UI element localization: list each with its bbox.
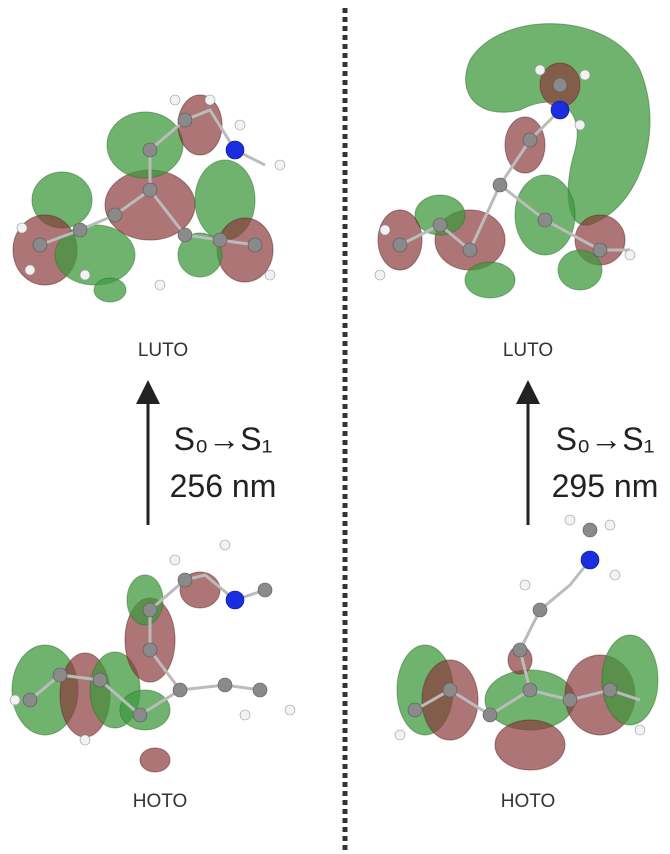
- orbital-label: HOTO: [133, 791, 188, 812]
- transition-label: S₀→S₁: [556, 421, 655, 457]
- wavelength-label: 256 nm: [170, 468, 277, 504]
- orbital-label: HOTO: [501, 791, 556, 812]
- molecule-left-hoto: [10, 540, 295, 772]
- molecule-right-luto: [375, 24, 650, 298]
- molecule-left-luto: [13, 95, 285, 302]
- transition-label: S₀→S₁: [174, 421, 273, 457]
- figure: LUTO S₀→S₁ 256 nm HOTO LUTO S₀→S₁ 295 nm…: [0, 0, 670, 854]
- molecule-right-hoto: [395, 515, 658, 770]
- orbital-label: LUTO: [503, 340, 553, 361]
- wavelength-label: 295 nm: [552, 468, 659, 504]
- orbital-label: LUTO: [138, 340, 188, 361]
